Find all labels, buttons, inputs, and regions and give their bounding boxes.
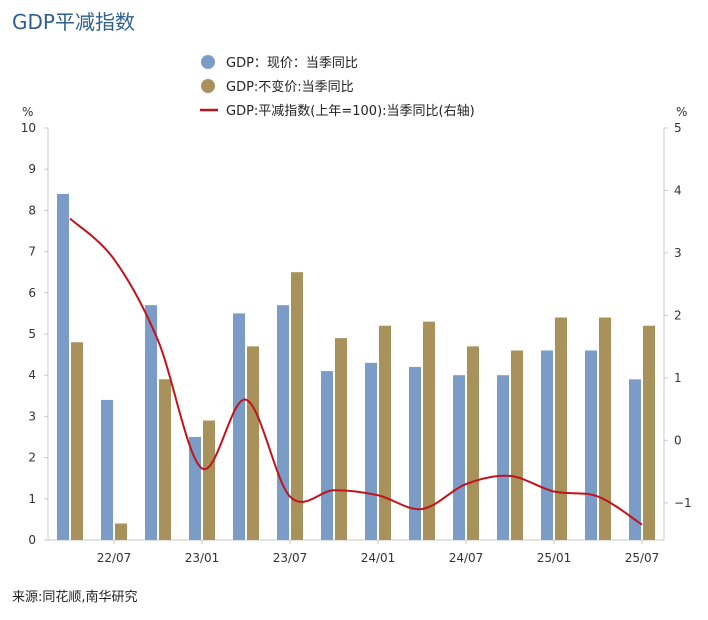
left-tick-label: 1 (28, 492, 36, 506)
x-tick-label: 24/01 (361, 551, 396, 565)
legend: GDP：现价：当季同比 GDP:不变价:当季同比 GDP:平减指数(上年=100):… (200, 55, 475, 119)
bar-nominal (277, 305, 289, 540)
bars (57, 193, 655, 541)
deflator-line (69, 217, 643, 526)
bar-real (379, 325, 391, 540)
x-tick-label: 25/01 (537, 551, 572, 565)
bar-real (467, 346, 479, 540)
bar-nominal (365, 362, 377, 540)
x-tick-label: 22/07 (97, 551, 132, 565)
left-tick-label: 10 (21, 121, 36, 135)
right-tick-label: 2 (674, 308, 682, 322)
bar-nominal (585, 350, 597, 540)
left-tick-label: 0 (28, 533, 36, 547)
bar-nominal (541, 350, 553, 540)
left-tick-label: 6 (28, 286, 36, 300)
bar-real (247, 346, 259, 540)
bar-nominal (145, 305, 157, 540)
bar-real (599, 317, 611, 540)
chart: GDP：现价：当季同比 GDP:不变价:当季同比 GDP:平减指数(上年=100):… (21, 55, 692, 565)
left-tick-label: 7 (28, 245, 36, 259)
source-note: 来源:同花顺,南华研究 (12, 590, 138, 605)
bar-real (115, 523, 127, 540)
x-tick-label: 24/07 (449, 551, 484, 565)
legend-label: GDP:平减指数(上年=100):当季同比(右轴) (226, 104, 475, 119)
legend-swatch-nominal (201, 55, 215, 69)
bar-real (71, 342, 83, 540)
legend-label: GDP:不变价:当季同比 (226, 79, 354, 95)
right-tick-label: 5 (674, 121, 682, 135)
legend-swatch-real (201, 79, 215, 93)
page-title: GDP平减指数 (12, 10, 135, 34)
x-tick-label: 23/01 (185, 551, 220, 565)
line-series (69, 217, 643, 526)
right-tick-label: 4 (674, 183, 682, 197)
right-axis-unit: % (676, 105, 687, 119)
legend-label: GDP：现价：当季同比 (226, 56, 358, 71)
bar-nominal (189, 437, 201, 540)
bar-nominal (321, 371, 333, 540)
x-tick-label: 23/07 (273, 551, 308, 565)
right-tick-label: 0 (674, 433, 682, 447)
axes: % % 0 1 2 3 4 5 6 7 8 9 10 −1 0 1 2 3 4 5 22/07 23/01 23/07 24/… (21, 105, 692, 565)
left-tick-label: 4 (28, 368, 36, 382)
left-tick-label: 3 (28, 409, 36, 423)
bar-real (203, 420, 215, 540)
bar-real (291, 272, 303, 540)
bar-nominal (233, 313, 245, 540)
left-tick-label: 5 (28, 327, 36, 341)
right-tick-label: 1 (674, 371, 682, 385)
right-tick-label: −1 (674, 496, 692, 510)
bar-nominal (497, 375, 509, 540)
bar-nominal (629, 379, 641, 540)
bar-real (423, 321, 435, 540)
bar-real (555, 317, 567, 540)
x-tick-label: 25/07 (625, 551, 660, 565)
bar-real (643, 325, 655, 540)
bar-real (335, 338, 347, 540)
bar-real (511, 350, 523, 540)
bar-real (159, 379, 171, 540)
bar-nominal (101, 399, 113, 540)
left-axis-unit: % (22, 105, 33, 119)
bar-nominal (57, 193, 69, 541)
bar-nominal (453, 375, 465, 540)
left-tick-label: 8 (28, 203, 36, 217)
bar-nominal (409, 366, 421, 540)
right-tick-label: 3 (674, 246, 682, 260)
left-tick-label: 2 (28, 451, 36, 465)
left-tick-label: 9 (28, 162, 36, 176)
